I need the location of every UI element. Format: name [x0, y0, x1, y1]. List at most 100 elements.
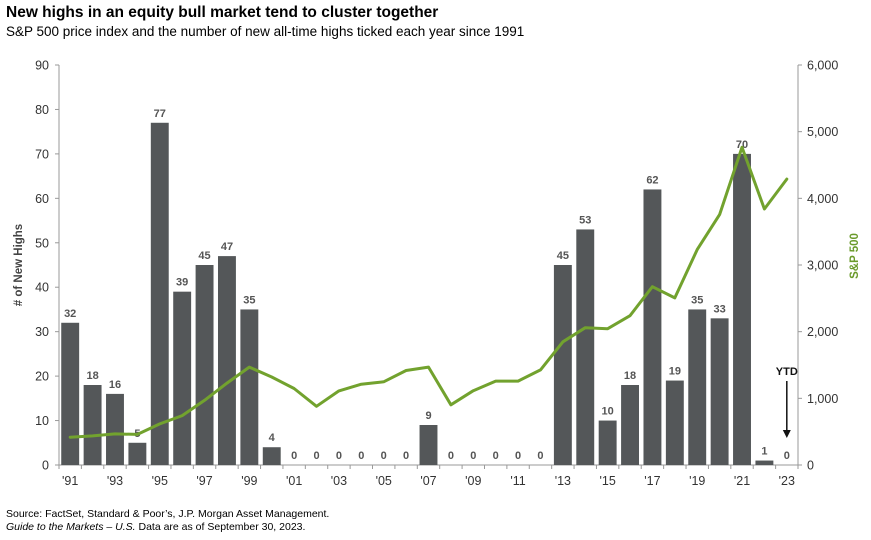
- y-left-tick-label: 60: [35, 192, 49, 206]
- bar-value-label: 0: [313, 450, 319, 462]
- y-right-tick-label: 1,000: [807, 392, 838, 406]
- y-left-tick-label: 0: [42, 459, 49, 473]
- x-tick-label: '93: [107, 474, 123, 488]
- bar: [643, 189, 662, 465]
- data-date: Data are as of September 30, 2023.: [135, 521, 306, 533]
- chart-title: New highs in an equity bull market tend …: [6, 4, 439, 21]
- ytd-arrow-head: [782, 430, 791, 438]
- bar-value-label: 35: [243, 294, 255, 306]
- bar-value-label: 32: [64, 308, 76, 320]
- bar: [61, 322, 80, 465]
- y-left-tick-label: 70: [35, 147, 49, 161]
- y-left-tick-label: 30: [35, 325, 49, 339]
- ytd-annotation: YTD: [776, 366, 798, 438]
- bar: [710, 318, 729, 465]
- guide-title: Guide to the Markets – U.S.: [6, 521, 136, 533]
- chart-subtitle: S&P 500 price index and the number of ne…: [6, 24, 525, 39]
- line-group: [68, 145, 789, 439]
- bar: [576, 229, 595, 465]
- y-right-tick-label: 2,000: [807, 325, 838, 339]
- bars-group: [61, 122, 774, 466]
- bar: [195, 265, 214, 465]
- bar-value-label: 62: [646, 174, 658, 186]
- bar-value-label: 0: [784, 450, 790, 462]
- bar-value-label: 16: [109, 379, 121, 391]
- sp500-line: [68, 145, 789, 439]
- y-axis-left-title: # of New Highs: [13, 224, 25, 306]
- x-tick-label: '07: [420, 474, 436, 488]
- bar-value-label: 47: [221, 241, 233, 253]
- bar: [621, 385, 640, 465]
- bar-value-label: 1: [761, 446, 767, 458]
- bar-value-label: 0: [515, 450, 521, 462]
- bar: [733, 153, 751, 465]
- bar: [173, 291, 192, 465]
- source-note: Source: FactSet, Standard & Poor’s, J.P.…: [6, 508, 329, 534]
- y-left-tick-label: 40: [35, 281, 49, 295]
- bar: [240, 309, 259, 465]
- bar-value-label: 0: [336, 450, 342, 462]
- x-tick-label: '23: [779, 474, 795, 488]
- bar-value-label: 70: [736, 139, 748, 151]
- x-tick-label: '19: [689, 474, 705, 488]
- bar-value-label: 53: [579, 214, 591, 226]
- bar-value-label: 0: [358, 450, 364, 462]
- x-tick-label: '09: [465, 474, 481, 488]
- bar-value-label: 0: [448, 450, 454, 462]
- y-left-tick-label: 90: [35, 59, 49, 73]
- bar: [755, 460, 774, 465]
- bar-value-label: 33: [713, 303, 725, 315]
- bar-value-label: 45: [198, 250, 210, 262]
- x-tick-label: '05: [376, 474, 392, 488]
- x-tick-label: '13: [555, 474, 571, 488]
- bar-value-label: 18: [624, 370, 636, 382]
- bar: [83, 385, 102, 465]
- y-right-tick-label: 3,000: [807, 259, 838, 273]
- x-tick-label: '97: [196, 474, 212, 488]
- y-axis-right-title: S&P 500: [849, 233, 861, 279]
- bar: [128, 442, 147, 465]
- bar-value-label: 45: [557, 250, 569, 262]
- bar: [150, 122, 169, 466]
- bar: [106, 393, 124, 465]
- bar-value-label: 0: [470, 450, 476, 462]
- bar: [419, 425, 438, 465]
- bar: [262, 447, 281, 465]
- ytd-label: YTD: [776, 366, 798, 378]
- bar-value-label: 0: [291, 450, 297, 462]
- x-tick-label: '95: [152, 474, 168, 488]
- bar-value-label: 35: [691, 294, 703, 306]
- bar-value-label: 0: [493, 450, 499, 462]
- x-tick-label: '21: [734, 474, 750, 488]
- x-tick-label: '11: [510, 474, 525, 488]
- source-line-2: Guide to the Markets – U.S. Data are as …: [6, 521, 329, 534]
- y-right-tick-label: 6,000: [807, 59, 838, 73]
- bar: [598, 420, 617, 465]
- x-tick-label: '03: [331, 474, 347, 488]
- bar: [665, 380, 684, 465]
- y-right-tick-label: 5,000: [807, 125, 838, 139]
- bar-value-label: 19: [669, 366, 681, 378]
- bar-value-label: 0: [403, 450, 409, 462]
- x-tick-label: '99: [241, 474, 257, 488]
- x-tick-label: '15: [600, 474, 616, 488]
- bar-value-label: 10: [602, 406, 614, 418]
- y-right-tick-label: 0: [807, 459, 814, 473]
- y-left-tick-label: 50: [35, 236, 49, 250]
- bar-value-label: 18: [86, 370, 98, 382]
- bar-value-label: 39: [176, 277, 188, 289]
- source-line-1: Source: FactSet, Standard & Poor’s, J.P.…: [6, 508, 330, 520]
- x-tick-label: '91: [62, 474, 78, 488]
- bar-value-label: 0: [537, 450, 543, 462]
- bar: [688, 309, 707, 465]
- bar-value-label: 0: [381, 450, 387, 462]
- x-tick-label: '01: [286, 474, 302, 488]
- y-right-tick-label: 4,000: [807, 192, 838, 206]
- y-left-tick-label: 80: [35, 103, 49, 117]
- y-left-tick-label: 20: [35, 370, 49, 384]
- tick-labels-group: 010203040506070809001,0002,0003,0004,000…: [35, 59, 838, 489]
- bar-value-label: 9: [425, 410, 431, 422]
- bar-value-label: 77: [154, 108, 166, 120]
